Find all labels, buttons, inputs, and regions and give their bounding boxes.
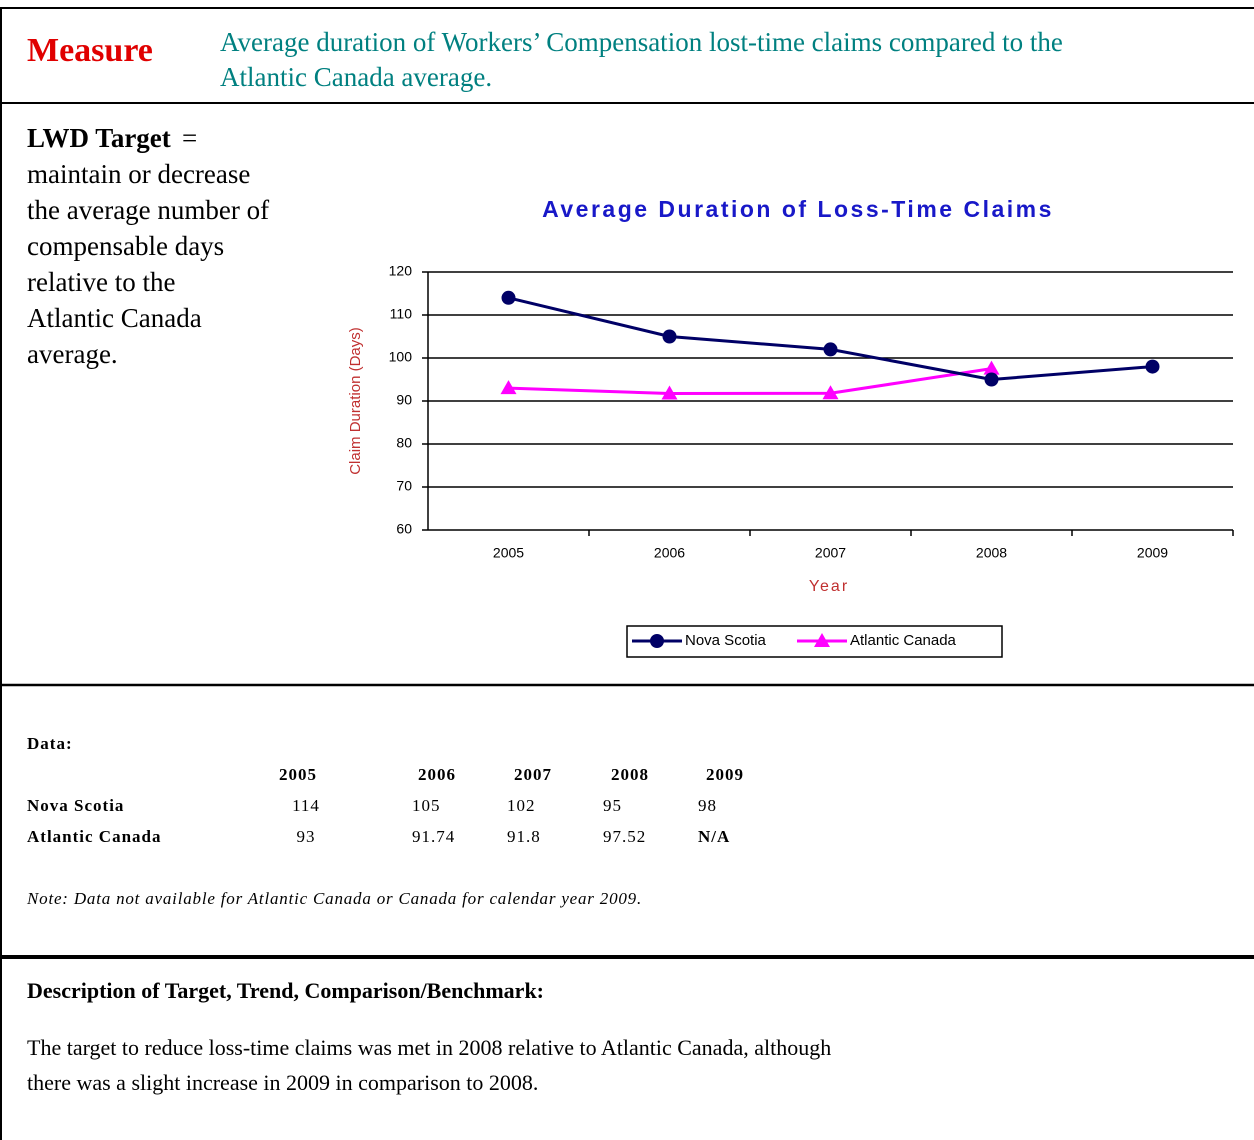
- data-point: [661, 385, 678, 400]
- description-heading: Description of Target, Trend, Comparison…: [27, 978, 544, 1003]
- legend-marker: [814, 633, 830, 647]
- table-header: 2005: [279, 765, 317, 784]
- x-tick-label: 2007: [815, 545, 846, 561]
- table-header: 2007: [514, 765, 552, 784]
- table-label: Data:: [27, 734, 73, 753]
- data-point: [822, 385, 839, 400]
- target-text: the average number of: [27, 195, 269, 225]
- legend-marker: [650, 634, 664, 648]
- target-text: relative to the: [27, 267, 175, 297]
- target-text: compensable days: [27, 231, 224, 261]
- table-cell: N/A: [698, 827, 730, 846]
- data-point: [823, 342, 838, 357]
- x-tick-label: 2005: [493, 545, 524, 561]
- data-point: [983, 360, 1000, 375]
- x-tick-label: 2006: [654, 545, 685, 561]
- table-cell: 95: [603, 796, 622, 815]
- table-cell: 97.52: [603, 827, 646, 846]
- table-cell: 93: [297, 827, 316, 846]
- table-cell: 105: [412, 796, 441, 815]
- measure-text: Average duration of Workers’ Compensatio…: [220, 27, 1063, 57]
- measure-text: Atlantic Canada average.: [220, 62, 492, 92]
- data-point: [500, 380, 517, 395]
- target-label: LWD Target: [27, 123, 171, 153]
- table-cell: 91.74: [412, 827, 455, 846]
- table-cell: 102: [507, 796, 536, 815]
- x-tick-label: 2009: [1137, 545, 1168, 561]
- data-point: [501, 290, 516, 305]
- y-tick-label: 90: [396, 392, 412, 408]
- table-header: 2006: [418, 765, 456, 784]
- chart-title: Average Duration of Loss-Time Claims: [542, 196, 1054, 222]
- note: Note: Data not available for Atlantic Ca…: [26, 889, 642, 908]
- table-cell: 91.8: [507, 827, 541, 846]
- description-text: The target to reduce loss-time claims wa…: [27, 1035, 831, 1060]
- y-tick-label: 70: [396, 478, 412, 494]
- legend-label: Atlantic Canada: [850, 632, 957, 649]
- y-tick-label: 110: [390, 306, 413, 322]
- x-tick-label: 2008: [976, 545, 1007, 561]
- y-tick-label: 60: [396, 521, 412, 537]
- data-point: [984, 372, 999, 387]
- description-text: there was a slight increase in 2009 in c…: [27, 1070, 538, 1095]
- target-text: Atlantic Canada: [27, 303, 202, 333]
- target-text: average.: [27, 339, 118, 369]
- y-tick-label: 100: [389, 349, 413, 365]
- series-line: [508, 367, 992, 396]
- data-point: [662, 329, 677, 344]
- row-name: Nova Scotia: [27, 796, 124, 815]
- target-equals: =: [182, 123, 197, 153]
- data-point: [1145, 359, 1160, 374]
- y-tick-label: 80: [396, 435, 412, 451]
- table-header: 2009: [706, 765, 744, 784]
- legend-label: Nova Scotia: [685, 632, 767, 649]
- y-axis-label: Claim Duration (Days): [347, 327, 364, 475]
- row-name: Atlantic Canada: [27, 827, 161, 846]
- table-cell: 98: [698, 796, 717, 815]
- measure-label: Measure: [27, 32, 153, 69]
- y-tick-label: 120: [389, 263, 413, 279]
- table-cell: 114: [292, 796, 320, 815]
- x-axis-label: Year: [809, 578, 849, 595]
- table-header: 2008: [611, 765, 649, 784]
- target-text: maintain or decrease: [27, 159, 250, 189]
